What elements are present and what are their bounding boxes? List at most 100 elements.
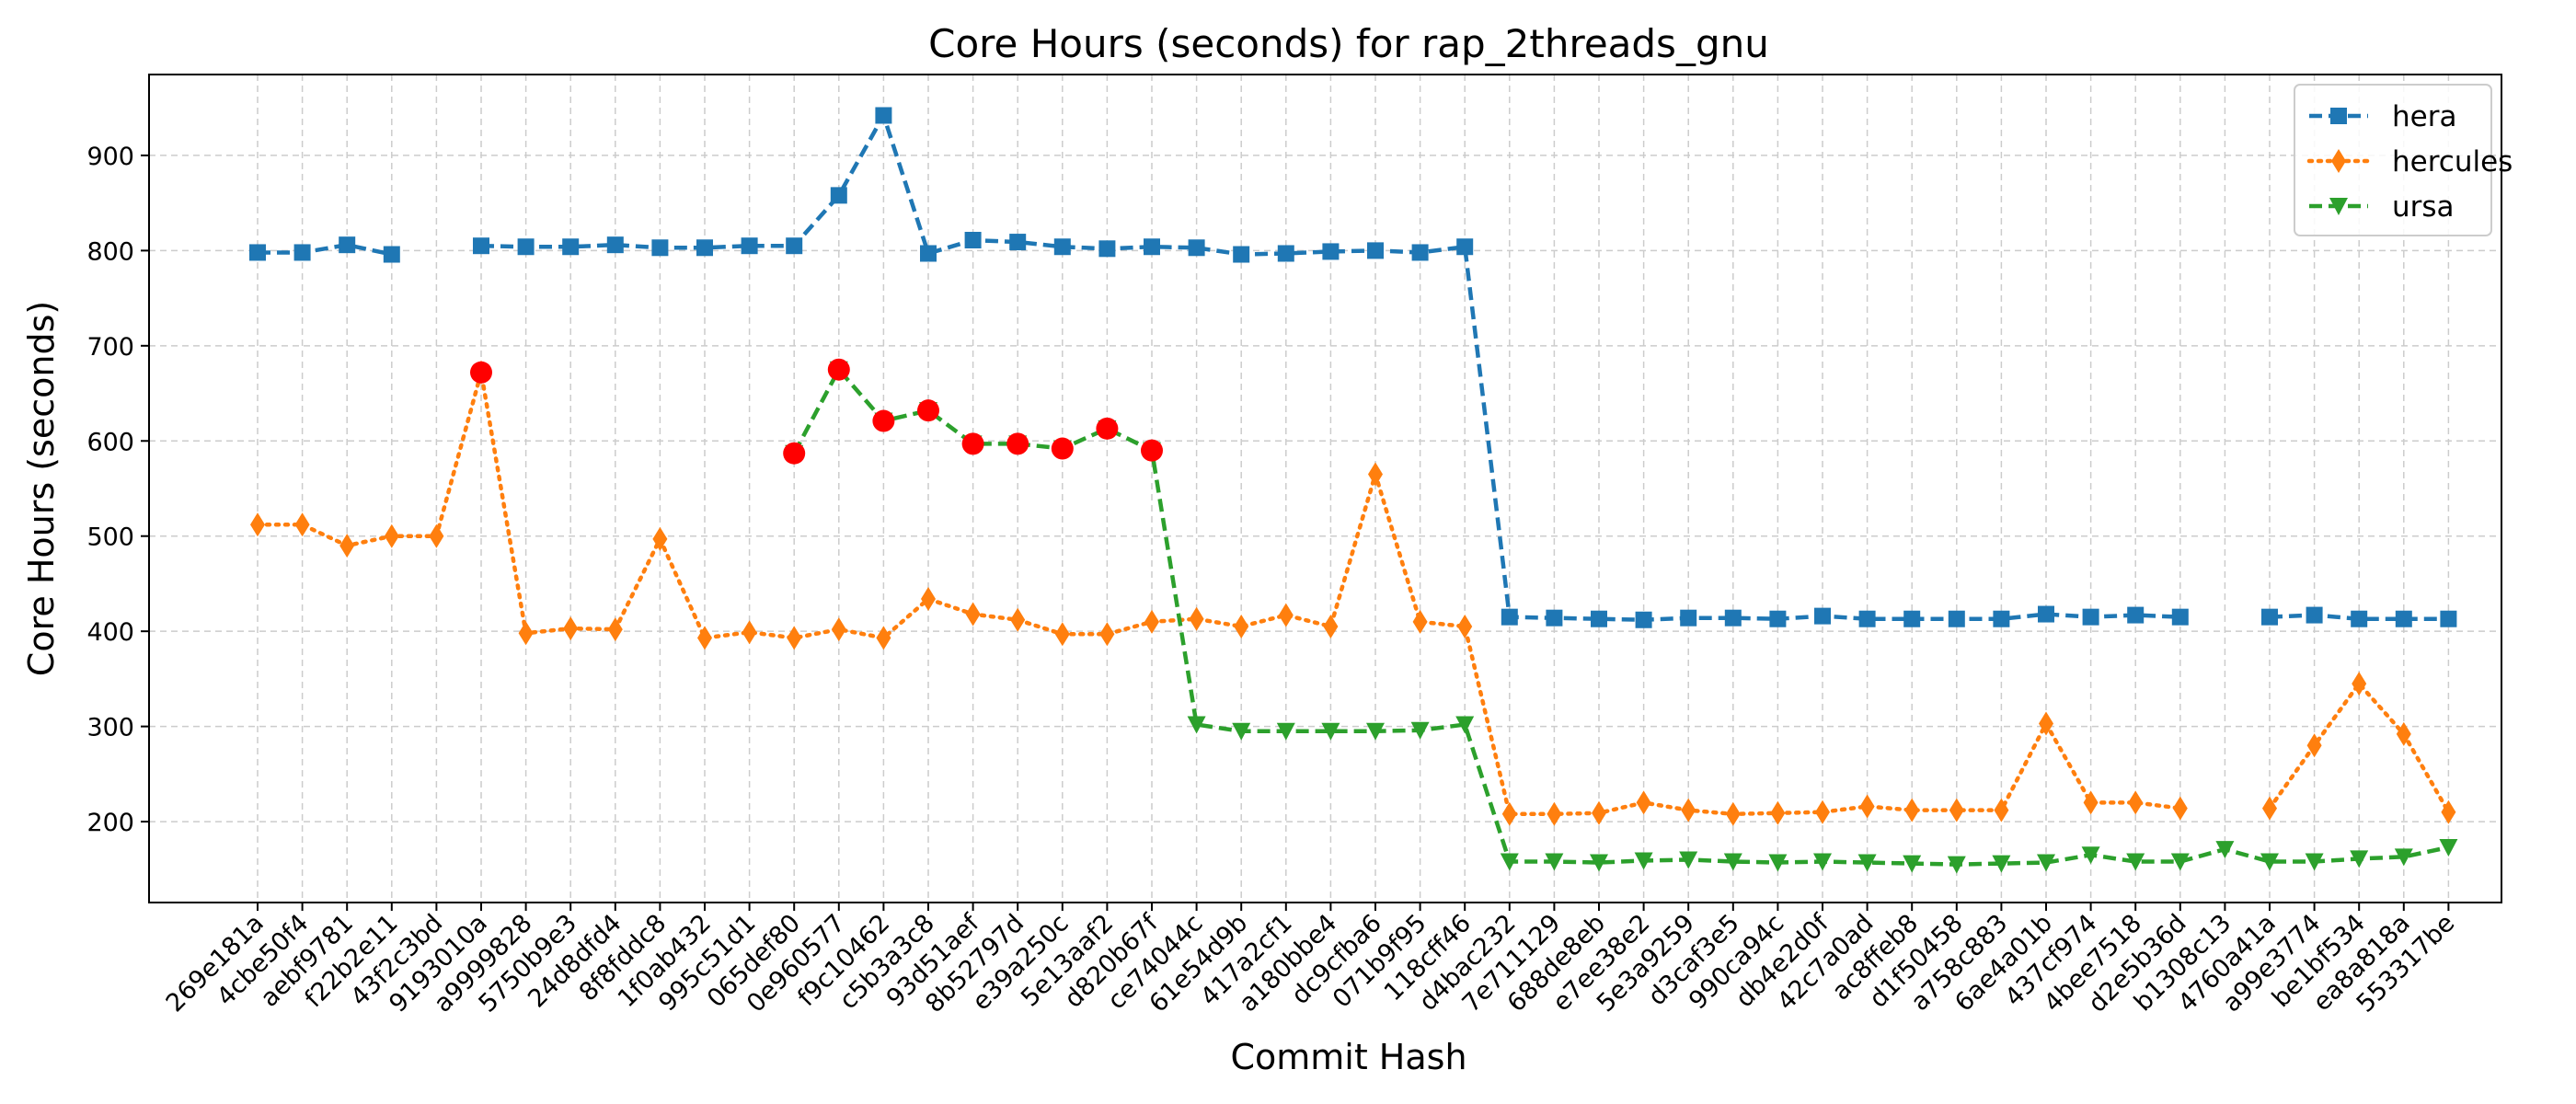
data-point-hercules bbox=[1859, 794, 1875, 819]
data-point-hera bbox=[1367, 242, 1384, 259]
series-layer bbox=[249, 107, 2458, 874]
data-point-ursa bbox=[1679, 851, 1698, 869]
data-point-hercules bbox=[921, 587, 936, 611]
data-point-hercules bbox=[294, 512, 310, 537]
data-point-hercules bbox=[1412, 609, 1428, 634]
data-point-hera bbox=[1411, 244, 1429, 261]
data-point-ursa bbox=[1232, 722, 1251, 741]
data-point-hercules bbox=[1636, 790, 1651, 815]
data-point-hercules bbox=[1501, 801, 1517, 826]
highlighted-point bbox=[872, 409, 895, 432]
data-point-hera bbox=[875, 107, 892, 124]
data-point-hercules bbox=[1054, 622, 1070, 647]
highlighted-point bbox=[827, 358, 850, 381]
data-point-hera bbox=[2038, 605, 2054, 623]
data-point-hercules bbox=[2262, 796, 2277, 821]
data-point-hera bbox=[2171, 608, 2189, 626]
data-point-hercules bbox=[339, 534, 355, 558]
data-point-ursa bbox=[1947, 856, 1966, 874]
data-point-hercules bbox=[2306, 733, 2322, 758]
highlighted-point bbox=[1141, 439, 1163, 462]
highlighted-point bbox=[917, 399, 939, 422]
chart-title: Core Hours (seconds) for rap_2threads_gn… bbox=[928, 21, 1769, 66]
data-point-hercules bbox=[1144, 609, 1159, 634]
data-point-hera bbox=[249, 244, 266, 261]
series-hercules bbox=[250, 360, 2456, 826]
data-point-hera bbox=[1858, 610, 1876, 627]
data-point-hera bbox=[1144, 238, 1160, 256]
data-point-hera bbox=[606, 236, 624, 254]
data-point-ursa bbox=[1590, 854, 1608, 872]
y-tick-label: 800 bbox=[86, 237, 134, 266]
data-point-hera bbox=[651, 239, 669, 257]
data-point-hercules bbox=[250, 512, 265, 537]
data-point-hera bbox=[1501, 608, 1518, 626]
data-point-ursa bbox=[1723, 853, 1742, 871]
x-axis-ticks: 269e181a4cbe50f4aebf9781f22b2e1143f2c3bd… bbox=[161, 903, 2460, 1018]
y-axis-ticks: 200 300 400 500 600 700 800 900 bbox=[86, 143, 149, 837]
data-point-hercules bbox=[2352, 672, 2367, 696]
data-point-hera bbox=[1053, 238, 1071, 256]
data-point-hera bbox=[1724, 609, 1742, 627]
data-point-ursa bbox=[1410, 721, 1430, 740]
data-point-hera bbox=[2261, 608, 2278, 626]
data-point-hercules bbox=[1949, 798, 1964, 822]
highlighted-point bbox=[1006, 432, 1029, 455]
data-point-hera bbox=[920, 245, 937, 262]
data-point-ursa bbox=[2037, 854, 2055, 872]
highlighted-point bbox=[961, 432, 984, 455]
series-line-hercules bbox=[255, 372, 2183, 817]
data-point-hera bbox=[293, 244, 311, 261]
legend-label: ursa bbox=[2392, 190, 2455, 224]
data-point-hercules bbox=[1592, 800, 1606, 825]
data-point-hera bbox=[339, 236, 356, 254]
data-point-hera bbox=[1188, 239, 1205, 257]
data-point-ursa bbox=[1634, 852, 1653, 870]
data-point-hercules bbox=[1681, 798, 1696, 822]
legend-marker bbox=[2329, 198, 2348, 215]
highlighted-point bbox=[783, 442, 806, 465]
data-point-hercules bbox=[607, 617, 623, 642]
series-ursa bbox=[785, 361, 2458, 874]
data-point-hercules bbox=[429, 523, 444, 548]
data-point-hercules bbox=[1994, 798, 2009, 822]
data-point-hercules bbox=[2172, 796, 2188, 821]
data-point-hera bbox=[383, 246, 400, 263]
data-point-hera bbox=[1233, 246, 1250, 263]
data-point-ursa bbox=[1992, 855, 2011, 873]
legend-marker bbox=[2330, 108, 2347, 124]
data-point-hera bbox=[1277, 245, 1294, 262]
data-point-hercules bbox=[1234, 615, 1249, 638]
data-point-ursa bbox=[2305, 853, 2324, 871]
highlighted-point bbox=[1096, 417, 1119, 440]
data-point-hercules bbox=[831, 617, 846, 642]
data-point-ursa bbox=[2394, 848, 2413, 867]
series-line-hera bbox=[258, 242, 393, 257]
data-point-hera bbox=[473, 237, 489, 255]
y-tick-label: 200 bbox=[86, 809, 134, 837]
y-tick-label: 700 bbox=[86, 333, 134, 362]
data-point-hera bbox=[2440, 610, 2457, 627]
data-point-ursa bbox=[1500, 853, 1519, 871]
data-point-hera bbox=[1635, 611, 1652, 628]
data-point-hera bbox=[1680, 609, 1697, 627]
data-point-hercules bbox=[652, 526, 668, 551]
highlighted-point bbox=[1051, 437, 1074, 460]
data-point-ursa bbox=[2170, 853, 2190, 871]
data-point-hera bbox=[1456, 238, 1474, 256]
x-axis-title: Commit Hash bbox=[1230, 1037, 1466, 1077]
y-tick-label: 400 bbox=[86, 618, 134, 647]
data-point-hera bbox=[1322, 243, 1340, 260]
data-point-hera bbox=[517, 238, 535, 256]
data-point-ursa bbox=[1857, 854, 1877, 872]
data-point-hera bbox=[696, 239, 713, 257]
data-point-hercules bbox=[697, 626, 712, 650]
data-point-hercules bbox=[742, 620, 757, 645]
data-point-hera bbox=[1993, 610, 2010, 627]
data-point-ursa bbox=[2126, 853, 2145, 871]
data-point-hera bbox=[1098, 240, 1116, 258]
data-point-hercules bbox=[2039, 711, 2053, 736]
data-point-hercules bbox=[384, 523, 399, 548]
legend-item-hercules: hercules bbox=[2306, 145, 2513, 178]
